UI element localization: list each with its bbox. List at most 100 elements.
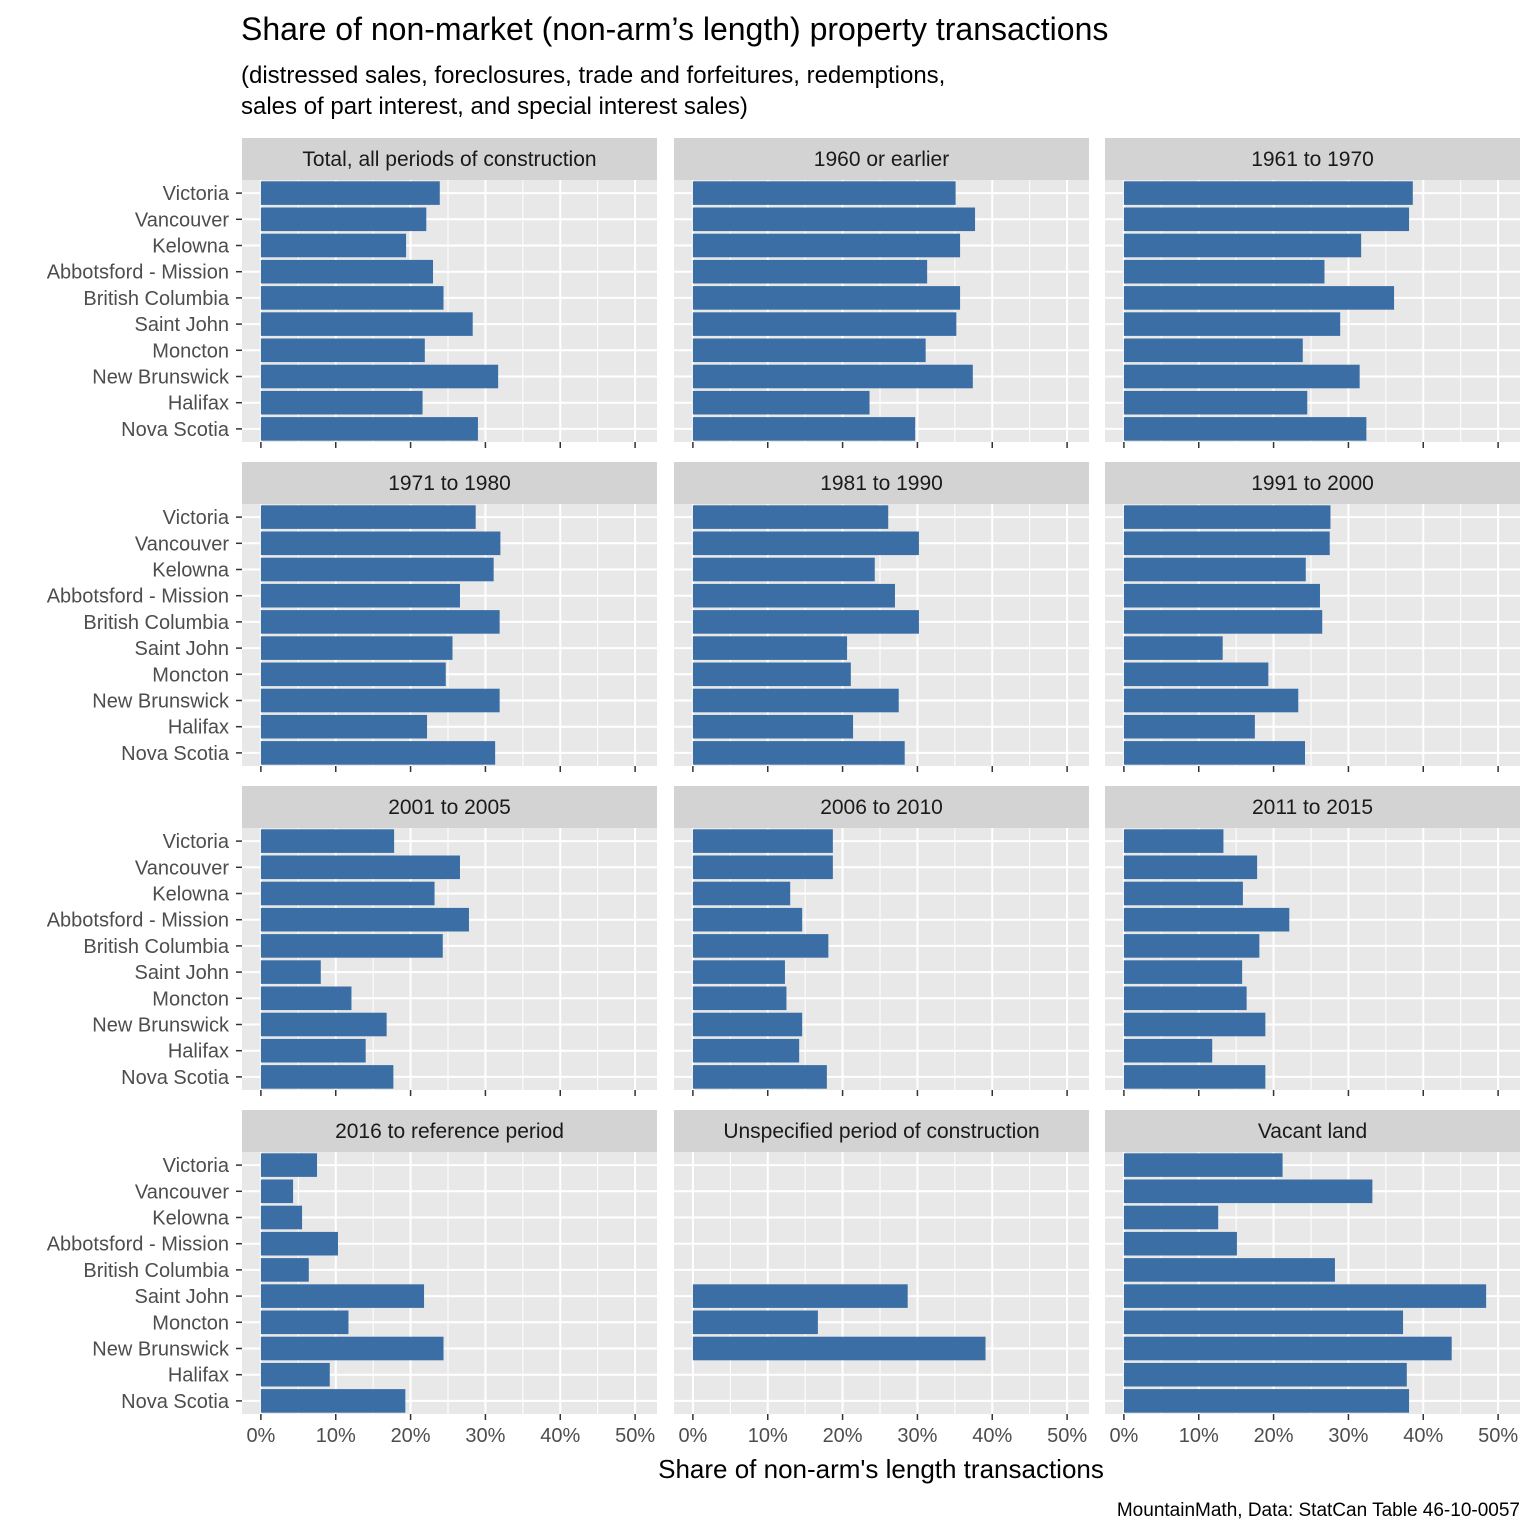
facet-panel: 2016 to reference period Victoria Vancouve…: [47, 1110, 657, 1447]
x-tick-label: 30%: [1328, 1425, 1368, 1447]
bar: [692, 233, 961, 258]
facet-strip-label: 1961 to 1970: [1251, 148, 1374, 171]
bar: [1123, 1179, 1373, 1204]
bar: [1123, 1336, 1452, 1361]
bar: [260, 259, 434, 284]
category-label: Nova Scotia: [121, 743, 230, 765]
bar: [692, 688, 899, 713]
bar: [260, 181, 440, 205]
panel-background: [674, 1152, 1089, 1414]
category-label: Moncton: [152, 1312, 229, 1334]
category-label: Kelowna: [152, 236, 230, 258]
bar: [260, 417, 478, 441]
facet-panel: 1971 to 1980 Victoria Vancouver Kelowna Abbo…: [47, 462, 657, 772]
bar: [260, 829, 395, 853]
bar: [260, 286, 444, 310]
facet-panel: 2006 to 2010: [674, 786, 1089, 1096]
bar: [260, 688, 500, 713]
facet-strip: [1105, 138, 1520, 180]
category-label: New Brunswick: [92, 1015, 230, 1037]
category-label: Nova Scotia: [121, 1391, 230, 1413]
facet-strip: [242, 1110, 657, 1152]
bar: [260, 855, 460, 880]
bar: [260, 207, 427, 232]
category-label: Vancouver: [135, 1181, 229, 1203]
bar: [260, 986, 352, 1011]
bar: [1123, 259, 1325, 284]
bar: [1123, 233, 1362, 258]
category-label: Abbotsford - Mission: [47, 1234, 229, 1256]
x-tick-label: 10%: [316, 1425, 356, 1447]
bar: [1123, 986, 1247, 1011]
category-label: Saint John: [134, 962, 229, 984]
bar: [260, 1205, 303, 1230]
category-label: British Columbia: [83, 936, 229, 958]
bar: [1123, 960, 1243, 984]
bar: [1123, 714, 1255, 739]
bar: [1123, 662, 1269, 687]
bar: [1123, 531, 1330, 556]
x-tick-label: 40%: [972, 1425, 1012, 1447]
bar: [260, 1012, 387, 1037]
category-label: Moncton: [152, 340, 229, 362]
bar: [692, 364, 973, 389]
facet-strip: [674, 462, 1089, 504]
bar: [260, 1258, 309, 1282]
bar: [1123, 1310, 1404, 1335]
x-tick-label: 50%: [615, 1425, 655, 1447]
category-label: Halifax: [168, 1365, 229, 1387]
facet-strip: [1105, 462, 1520, 504]
facet-panel: 1960 or earlier: [674, 138, 1089, 448]
bar: [260, 557, 494, 582]
bar: [692, 741, 905, 765]
bar: [692, 855, 833, 880]
facet-panel: Unspecified period of construction 0% 10% 2…: [674, 1110, 1089, 1447]
facet-panel: 2011 to 2015: [1105, 786, 1520, 1096]
category-label: Abbotsford - Mission: [47, 586, 229, 608]
bar: [1123, 312, 1341, 336]
x-tick-label: 20%: [823, 1425, 863, 1447]
facet-strip: [674, 138, 1089, 180]
x-tick-label: 20%: [391, 1425, 431, 1447]
category-label: Victoria: [163, 183, 230, 205]
bar: [1123, 364, 1360, 389]
bar: [260, 233, 407, 258]
category-label: New Brunswick: [92, 691, 230, 713]
bar: [692, 207, 976, 232]
bar: [692, 1310, 818, 1335]
category-label: Halifax: [168, 1041, 229, 1063]
bar: [260, 338, 425, 363]
bar: [260, 1038, 366, 1063]
facet-strip-label: Total, all periods of construction: [302, 148, 596, 171]
facet-strip-label: 1971 to 1980: [388, 472, 511, 495]
bar: [692, 338, 926, 363]
category-label: Kelowna: [152, 560, 230, 582]
facet-strip-label: 1960 or earlier: [814, 148, 949, 171]
x-tick-label: 50%: [1047, 1425, 1087, 1447]
facet-strip-label: 2001 to 2005: [388, 796, 511, 819]
bar: [260, 610, 500, 634]
bar: [692, 610, 919, 634]
facet-strip-label: 2011 to 2015: [1252, 796, 1373, 819]
facet-strip-label: 2006 to 2010: [820, 796, 943, 819]
category-label: Halifax: [168, 393, 229, 415]
category-label: Abbotsford - Mission: [47, 910, 229, 932]
chart-caption: MountainMath, Data: StatCan Table 46-10-…: [1117, 1500, 1520, 1521]
x-tick-label: 0%: [678, 1425, 707, 1447]
bar: [692, 907, 803, 932]
facet-panel: Vacant land 0% 10% 20% 30% 40% 50%: [1105, 1110, 1520, 1447]
bar: [1123, 1012, 1266, 1037]
bar: [692, 1065, 827, 1089]
category-label: Nova Scotia: [121, 1067, 230, 1089]
bar: [692, 312, 957, 336]
bar: [260, 531, 501, 556]
facet-strip-label: Vacant land: [1258, 1120, 1367, 1143]
bar: [1123, 505, 1331, 529]
bar: [260, 662, 446, 687]
bar: [260, 1310, 349, 1335]
bar: [692, 662, 851, 687]
category-label: British Columbia: [83, 1260, 229, 1282]
category-label: Abbotsford - Mission: [47, 262, 229, 284]
x-axis-label: Share of non-arm's length transactions: [658, 1454, 1104, 1484]
